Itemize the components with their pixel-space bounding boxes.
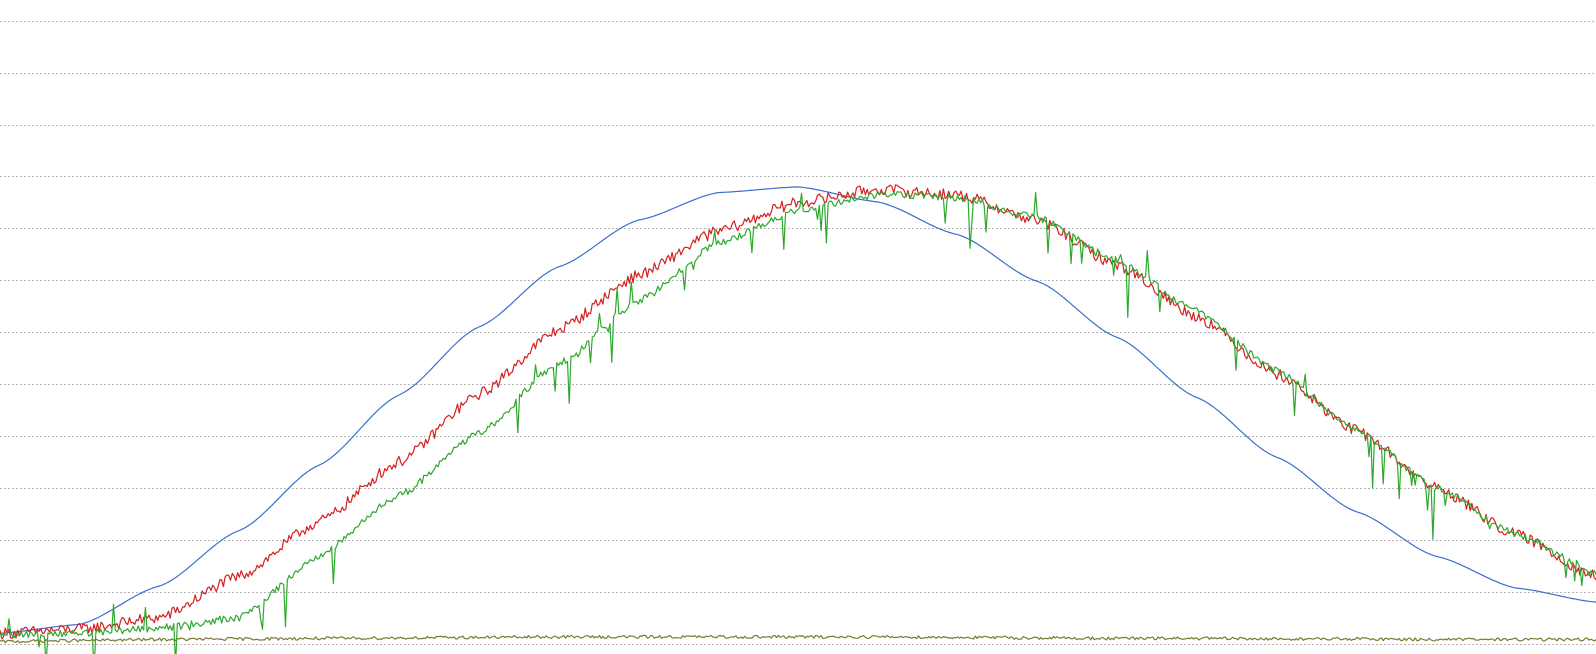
grid-lines [0,21,1596,645]
series-lines [0,184,1596,654]
series-red-line [0,184,1596,640]
series-olive-line [0,634,1596,644]
series-green-line [0,190,1596,654]
series-blue-line [0,186,1596,634]
